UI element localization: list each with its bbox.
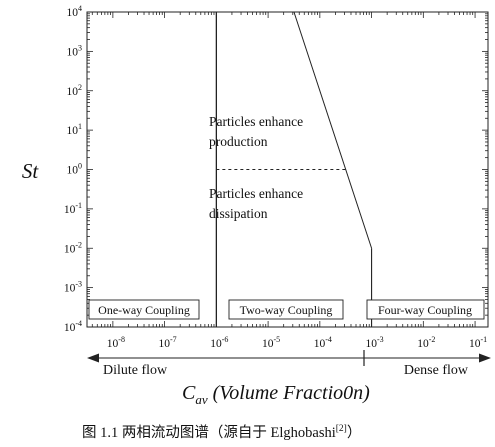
dilute-flow-label: Dilute flow: [103, 363, 168, 378]
two-way-label: Two-way Coupling: [240, 303, 333, 317]
x-axis-label-rest: (Volume Fractio0n): [208, 382, 371, 404]
y-tick-label: 103: [67, 43, 83, 58]
x-axis-ticks: 10-8 10-7 10-6 10-5 10-4 10-3 10-2 10-1: [91, 12, 487, 350]
four-way-label: Four-way Coupling: [378, 303, 472, 317]
figure-caption: 图 1.1 两相流动图谱（源自于 Elghobashi[2]）: [82, 424, 361, 441]
caption-text: 图 1.1 两相流动图谱（源自于 Elghobashi: [82, 424, 336, 441]
production-label-line2: production: [209, 134, 268, 149]
y-axis-label: St: [22, 159, 40, 183]
x-tick-label: 10-8: [107, 335, 125, 350]
y-axis-ticks: 104 103 102 101 100 10-1 10-2 10-3 10-4: [64, 4, 488, 334]
caption-close: ）: [347, 424, 362, 441]
production-dissipation-boundary: [293, 11, 373, 249]
y-tick-label: 10-4: [64, 319, 82, 334]
y-tick-label: 101: [67, 122, 83, 137]
four-way-box: [366, 299, 485, 320]
flow-arrow-right-head: [479, 353, 491, 363]
x-tick-label: 10-3: [365, 335, 383, 350]
dissipation-label-line2: dissipation: [209, 206, 268, 221]
plot-frame: [86, 11, 489, 328]
y-tick-label: 10-3: [64, 280, 82, 295]
dense-flow-label: Dense flow: [404, 363, 469, 378]
flow-arrow-left-head: [87, 353, 99, 363]
x-tick-label: 10-1: [469, 335, 487, 350]
x-tick-label: 10-6: [210, 335, 228, 350]
x-tick-label: 10-4: [314, 335, 332, 350]
y-tick-label: 10-1: [64, 201, 82, 216]
two-way-box: [228, 299, 344, 320]
x-tick-label: 10-2: [417, 335, 435, 350]
one-way-label: One-way Coupling: [98, 303, 190, 317]
x-tick-label: 10-7: [159, 335, 177, 350]
x-axis-label: Cav (Volume Fractio0n): [182, 382, 370, 407]
one-way-box: [88, 299, 200, 320]
y-tick-label: 102: [67, 83, 83, 98]
y-tick-label: 100: [67, 162, 83, 177]
x-tick-label: 10-5: [262, 335, 280, 350]
caption-reference: [2]: [336, 424, 347, 434]
y-tick-label: 10-2: [64, 240, 82, 255]
x-axis-label-main: C: [182, 382, 196, 404]
dissipation-label-line1: Particles enhance: [209, 186, 303, 201]
x-axis-label-subscript: av: [195, 392, 208, 407]
y-tick-label: 104: [67, 4, 83, 19]
regime-boundaries: [215, 11, 373, 327]
production-label-line1: Particles enhance: [209, 114, 303, 129]
